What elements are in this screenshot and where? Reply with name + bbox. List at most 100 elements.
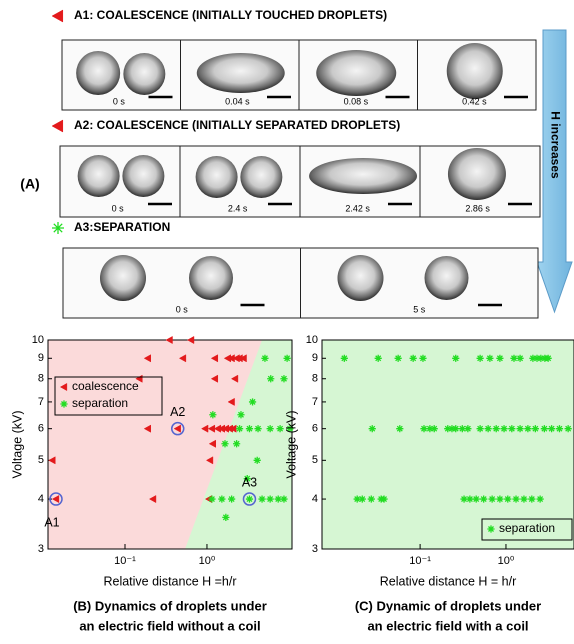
y-tick-label: 6 — [312, 423, 318, 435]
y-tick-label: 3 — [312, 543, 318, 555]
row-title: A3:SEPARATION — [74, 220, 170, 234]
point — [464, 425, 471, 432]
x-axis-label: Relative distance H = h/r — [380, 574, 517, 588]
y-tick-label: 3 — [38, 543, 44, 555]
point — [359, 495, 366, 502]
time-label: 5 s — [413, 304, 426, 314]
y-tick-label: 8 — [38, 373, 44, 385]
time-label: 2.4 s — [228, 203, 248, 213]
y-axis-label: Voltage (kV) — [284, 410, 298, 478]
point — [236, 425, 243, 432]
droplet — [122, 155, 164, 197]
point — [249, 398, 256, 405]
droplet — [447, 43, 503, 99]
caption: (C) Dynamic of droplets under — [355, 598, 541, 613]
caption: (B) Dynamics of droplets under — [73, 598, 267, 613]
point — [267, 375, 274, 382]
point — [258, 495, 265, 502]
droplet — [78, 155, 120, 197]
y-tick-label: 6 — [38, 423, 44, 435]
panel-label: (A) — [20, 176, 39, 192]
point — [221, 440, 228, 447]
point — [512, 495, 519, 502]
plot-background — [322, 340, 574, 549]
point — [541, 425, 548, 432]
point — [368, 495, 375, 502]
point — [246, 495, 253, 502]
point — [208, 495, 215, 502]
x-tick-label: 10⁻¹ — [114, 555, 136, 567]
row-title: A1: COALESCENCE (INITIALLY TOUCHED DROPL… — [74, 8, 387, 22]
point — [548, 425, 555, 432]
y-tick-label: 5 — [38, 454, 44, 466]
row-marker — [52, 120, 63, 132]
point — [280, 375, 287, 382]
y-tick-label: 9 — [312, 352, 318, 364]
time-label: 0 s — [176, 304, 189, 314]
point — [532, 425, 539, 432]
y-tick-label: 8 — [312, 373, 318, 385]
droplet — [425, 256, 469, 300]
point — [477, 425, 484, 432]
point — [556, 425, 563, 432]
droplet — [448, 148, 506, 200]
row-marker — [52, 10, 63, 22]
point — [504, 495, 511, 502]
time-label: 2.86 s — [465, 203, 490, 213]
point — [369, 425, 376, 432]
droplet — [316, 50, 396, 96]
point — [233, 440, 240, 447]
droplet — [309, 158, 417, 194]
time-label: 0.42 s — [462, 96, 487, 106]
droplet — [196, 156, 238, 198]
annotation: A3 — [242, 475, 257, 489]
y-tick-label: 7 — [312, 396, 318, 408]
point — [520, 495, 527, 502]
time-label: 0 s — [113, 96, 126, 106]
y-axis-label: Voltage (kV) — [10, 410, 24, 478]
row-title: A2: COALESCENCE (INITIALLY SEPARATED DRO… — [74, 118, 400, 132]
time-label: 0.08 s — [344, 96, 369, 106]
y-tick-label: 4 — [38, 493, 44, 505]
point — [537, 495, 544, 502]
droplet — [240, 156, 282, 198]
droplet — [338, 255, 384, 301]
point — [466, 495, 473, 502]
legend-label: separation — [72, 396, 128, 410]
x-tick-label: 10⁰ — [199, 555, 216, 567]
y-tick-label: 5 — [312, 454, 318, 466]
point — [565, 425, 572, 432]
legend-marker — [487, 525, 494, 532]
x-tick-label: 10⁻¹ — [409, 555, 431, 567]
row-marker — [52, 222, 64, 234]
point — [228, 495, 235, 502]
y-tick-label: 10 — [32, 334, 44, 346]
point — [524, 425, 531, 432]
time-label: 0 s — [112, 203, 125, 213]
droplet — [189, 256, 233, 300]
figure: H increases (A) A1: COALESCENCE (INITIAL… — [0, 0, 574, 644]
time-label: 2.42 s — [345, 203, 370, 213]
arrow-label: H increases — [548, 111, 562, 179]
point — [280, 495, 287, 502]
y-tick-label: 7 — [38, 396, 44, 408]
point — [218, 495, 225, 502]
x-axis-label: Relative distance H =h/r — [103, 574, 236, 588]
point — [431, 425, 438, 432]
time-label: 0.04 s — [225, 96, 250, 106]
point — [500, 425, 507, 432]
point — [508, 425, 515, 432]
droplet — [197, 53, 285, 93]
point — [496, 495, 503, 502]
droplet — [100, 255, 146, 301]
droplet — [123, 53, 165, 95]
x-tick-label: 10⁰ — [498, 555, 515, 567]
point — [545, 355, 552, 362]
point — [480, 495, 487, 502]
point — [254, 457, 261, 464]
caption: an electric field without a coil — [79, 618, 260, 633]
y-tick-label: 9 — [38, 352, 44, 364]
point — [396, 425, 403, 432]
legend-label: separation — [499, 521, 555, 535]
droplet — [76, 51, 120, 95]
